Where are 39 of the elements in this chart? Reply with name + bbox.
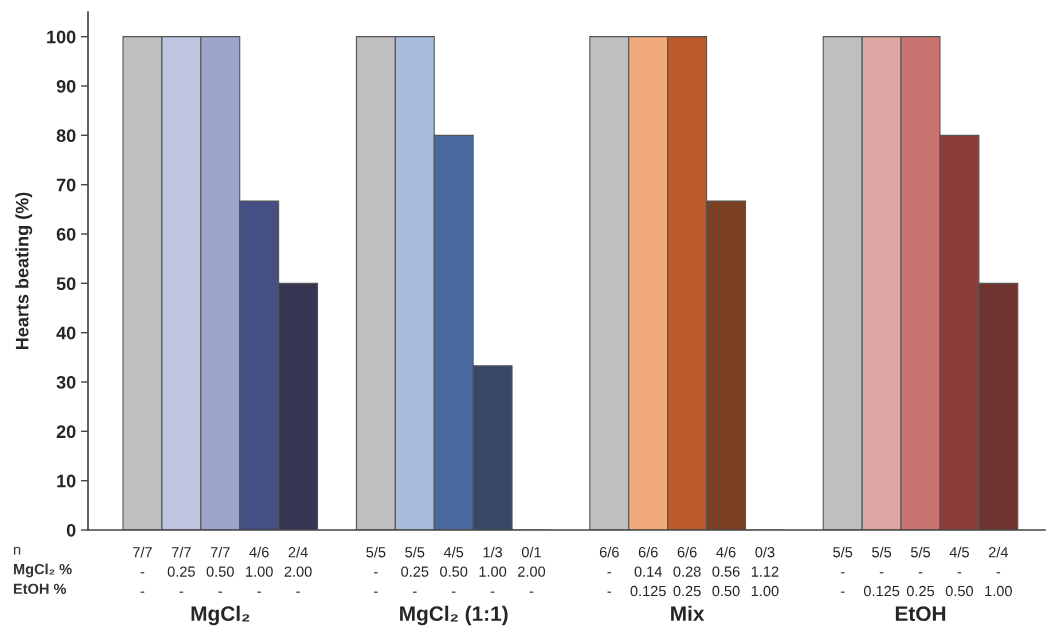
x-tick-label: 7/7 0.25 - — [167, 546, 195, 593]
y-tick-label: 100 — [47, 30, 76, 44]
category-label: 6/6 - - — [599, 546, 619, 593]
x-tick-label: 2/4 2.00 - — [284, 546, 312, 593]
x-tick-label: 4/6 1.00 - — [246, 546, 273, 593]
text: EtOH % — [13, 583, 67, 594]
category-label: 5/5 - - — [833, 546, 853, 593]
text: MgCl₂ — [191, 605, 250, 626]
y-tick-label: 60 — [56, 227, 76, 241]
y-axis-title: Hearts beating (%) — [15, 192, 33, 350]
x-tick-label: 6/6 0.28 0.25 — [673, 546, 701, 597]
x-tick-label: 1/3 1.00 - — [479, 546, 507, 593]
x-tick-label: 4/5 - 0.50 — [945, 546, 974, 597]
y-tick-label: 70 — [56, 178, 76, 192]
x-tick-label: 2/4 - 1.00 — [985, 546, 1012, 597]
y-tick-label: 30 — [56, 375, 76, 389]
y-tick-label: 50 — [56, 277, 76, 291]
category-label: 7/7 - - — [133, 546, 152, 593]
text: MgCl₂ % — [13, 563, 72, 578]
text: EtOH — [895, 606, 946, 622]
x-tick-label: 6/6 0.14 0.125 — [630, 546, 666, 597]
text: MgCl₂ (1:1) — [400, 605, 508, 626]
y-tick-label: 0 — [66, 523, 76, 537]
x-tick-label: 7/7 0.50 - — [206, 546, 234, 593]
x-tick-label: 0/3 1.12 1.00 — [751, 546, 779, 597]
x-tick-label: 5/5 - 0.125 — [863, 546, 900, 597]
x-tick-label: 4/6 0.56 0.50 — [712, 546, 740, 597]
y-tick-label: 80 — [56, 129, 76, 143]
y-tick-label: 90 — [56, 79, 76, 93]
text: n — [13, 546, 21, 555]
category-label: 5/5 - - — [366, 546, 386, 593]
x-tick-label: 4/5 0.50 - — [440, 546, 468, 593]
x-tick-label: 0/1 2.00 - — [518, 546, 546, 593]
y-tick-label: 40 — [56, 326, 76, 340]
text: Mix — [671, 605, 705, 621]
x-tick-label: 5/5 - 0.25 — [906, 546, 935, 597]
y-tick-label: 20 — [56, 425, 76, 439]
y-tick-label: 10 — [57, 474, 76, 488]
x-tick-label: 5/5 0.25 - — [401, 546, 429, 593]
